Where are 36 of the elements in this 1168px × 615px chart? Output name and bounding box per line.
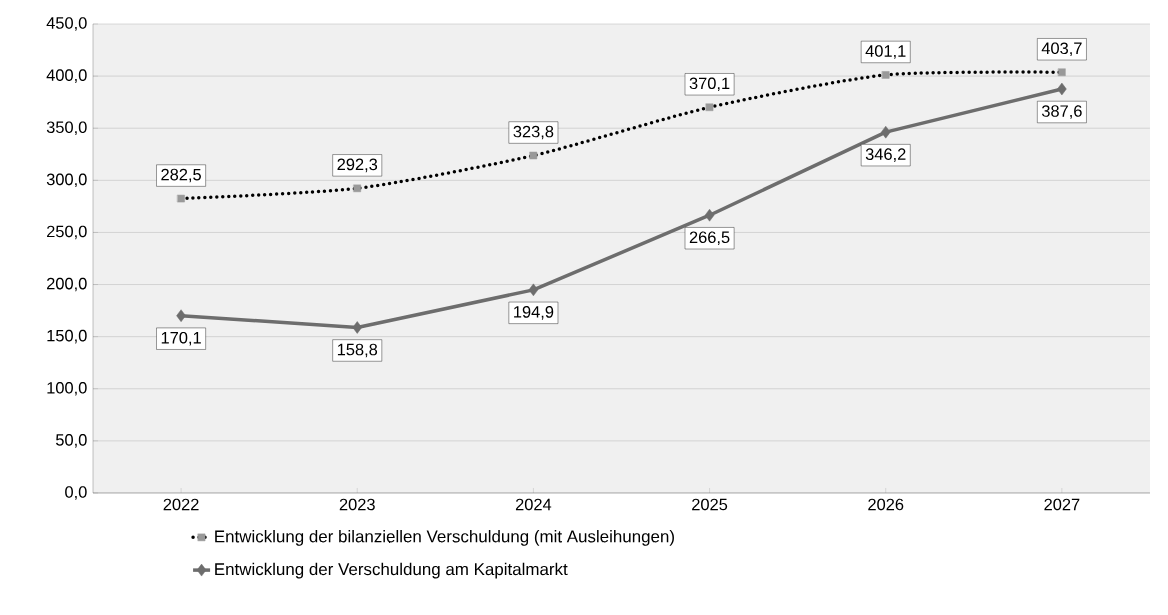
data-label: 401,1 [865,45,906,59]
data-label: 170,1 [161,331,201,346]
point [528,283,539,297]
point [176,309,186,322]
y-tick-label: 200,0 [47,277,87,292]
y-tick-label: 450,0 [46,17,87,31]
point [1057,82,1067,96]
y-tick-label: 400,0 [46,69,87,83]
point [880,125,891,139]
legend-label: Entwicklung der Verschuldung am Kapitalmarkt [215,562,568,579]
data-label: 323,8 [513,125,554,140]
data-label: 282,5 [161,168,201,183]
y-tick-label: 350,0 [46,121,87,135]
y-tick-label: 250,0 [47,225,87,240]
data-label: 346,2 [865,148,906,162]
x-tick-label: 2027 [1044,498,1080,511]
data-label: 403,7 [1041,42,1082,57]
x-tick-label: 2025 [692,498,728,511]
legend-label: Entwicklung der bilanziellen Verschuldung (mit Ausleihungen) [215,530,674,546]
y-tick-label: 0,0 [65,486,87,500]
point [704,208,715,222]
data-label: 387,6 [1041,105,1082,119]
y-tick-label: 50,0 [56,434,87,448]
data-label: 158,8 [337,343,378,358]
x-tick-label: 2023 [339,498,375,511]
data-label: 292,3 [337,158,378,173]
y-tick-label: 150,0 [47,329,87,344]
x-tick-label: 2022 [163,498,199,511]
x-tick-label: 2026 [868,498,904,511]
data-label: 266,5 [689,231,730,246]
x-tick-label: 2024 [515,498,552,511]
y-tick-label: 300,0 [46,173,87,188]
point [352,321,362,334]
data-label: 194,9 [514,306,554,320]
y-tick-label: 100,0 [47,381,87,396]
data-label: 370,1 [689,77,730,92]
